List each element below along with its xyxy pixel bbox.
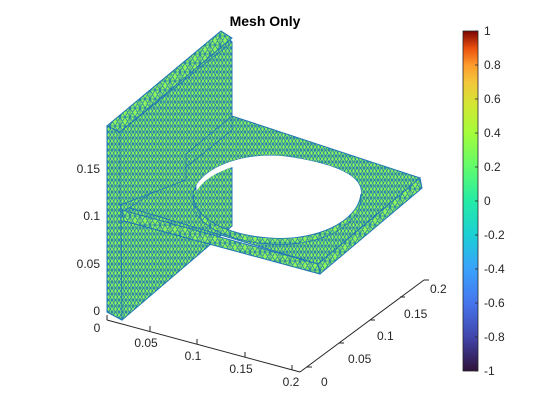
colorbar-tick-label: -0.6 (484, 296, 505, 310)
hole-inner-wall-bottom (192, 184, 362, 245)
hole-inner-wall (196, 155, 362, 200)
y-tick-label: 0.15 (404, 307, 428, 321)
z-tick-label: 0.05 (77, 257, 101, 271)
y-tick-label: 0.05 (348, 352, 372, 366)
z-tick-label: 0 (93, 304, 100, 318)
y-axis-line (299, 279, 425, 373)
mesh-geometry (106, 30, 423, 321)
x-tick-label: 0.1 (185, 349, 202, 363)
x-tick-label: 0 (94, 321, 101, 335)
x-tick-label: 0.15 (229, 362, 253, 376)
z-tick-label: 0.15 (77, 162, 101, 176)
colorbar-tick-label: 0.6 (484, 92, 501, 106)
colorbar-tick-label: 0.8 (484, 58, 501, 72)
colorbar-tick-label: -1 (484, 364, 495, 378)
colorbar-ticks (475, 30, 478, 372)
y-tick-label: 0.2 (430, 282, 447, 296)
horizontal-plate-left-edge (121, 209, 321, 275)
colorbar-tick-label: 0.4 (484, 126, 501, 140)
colorbar-tick-label: -0.4 (484, 262, 505, 276)
plot-title: Mesh Only (230, 13, 301, 29)
colorbar-tick-label: 0 (484, 194, 491, 208)
colorbar-tick-label: -0.2 (484, 228, 505, 242)
vertical-plate-edge-strip (106, 125, 123, 321)
y-axis-ticks (307, 279, 429, 368)
vertical-plate-inner-face (119, 41, 233, 206)
y-tick-label: 0.1 (377, 329, 394, 343)
z-tick-label: 0.1 (83, 209, 100, 223)
x-axis-ticks (106, 315, 293, 370)
colorbar-tick-label: 0.2 (484, 160, 501, 174)
colorbar-tick-label: -0.8 (484, 330, 505, 344)
x-tick-label: 0.2 (283, 375, 300, 389)
x-tick-label: 0.05 (134, 336, 158, 350)
colorbar-tick-label: 1 (484, 24, 491, 38)
y-tick-label: 0 (321, 375, 328, 389)
x-axis-line (106, 319, 301, 373)
